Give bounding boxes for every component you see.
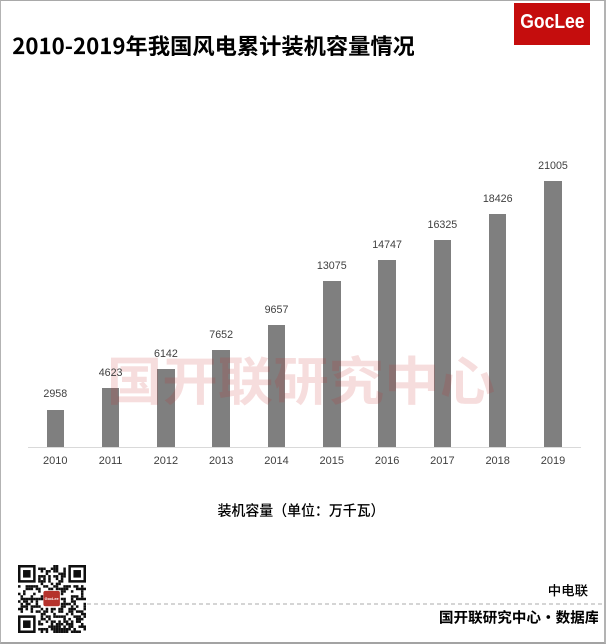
svg-text:GocLee: GocLee [44,596,58,600]
